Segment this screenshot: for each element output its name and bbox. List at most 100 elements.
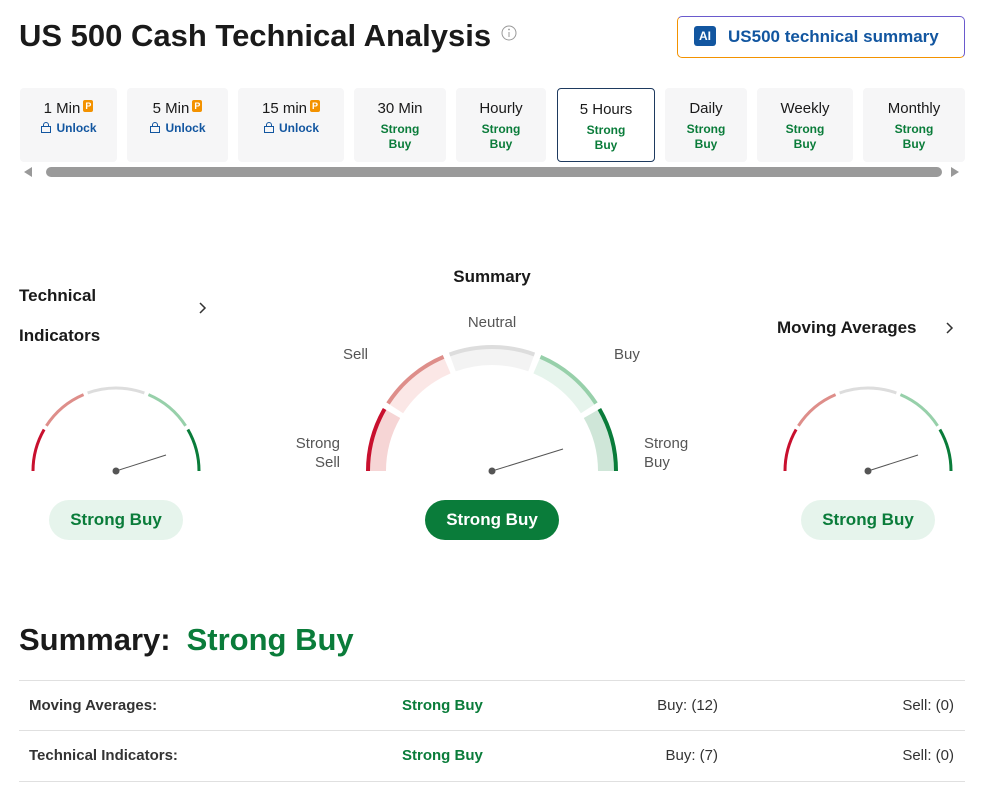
- tab-label-text: Weekly: [780, 100, 830, 117]
- gauges: [31, 345, 953, 475]
- tab-label: 5 Hours: [558, 101, 654, 118]
- tab-label: Monthly: [863, 100, 965, 117]
- page-title: US 500 Cash Technical Analysis: [19, 18, 492, 53]
- timeframe-tab[interactable]: Daily Strong Buy: [665, 88, 747, 162]
- tab-status-text: Strong Buy: [686, 122, 726, 151]
- lock-body: [263, 126, 274, 133]
- gauge-title: Summary: [453, 267, 531, 286]
- table-row: Technical Indicators: Strong Buy Buy: (7…: [19, 730, 965, 782]
- timeframe-tab[interactable]: 1 Min P Unlock: [20, 88, 117, 162]
- gauge-pivot: [864, 467, 872, 475]
- cell: Technical Indicators:: [29, 747, 178, 764]
- tab-label-text: Daily: [689, 100, 723, 117]
- tab-status-text: Unlock: [56, 121, 97, 135]
- tab-status: Strong Buy: [681, 122, 731, 152]
- timeframe-tab[interactable]: 15 min P Unlock: [238, 88, 344, 162]
- tab-label: Weekly: [757, 100, 853, 117]
- tab-label-text: 15 min: [261, 100, 308, 117]
- tab-label-text: 5 Hours: [579, 101, 633, 118]
- ai-summary-button[interactable]: AI US500 technical summary: [677, 16, 965, 58]
- gauge-label: Strong Buy: [644, 435, 689, 471]
- lock-shackle: [43, 122, 50, 127]
- tab-label: 30 Min: [354, 100, 446, 117]
- pro-badge: P: [83, 100, 94, 112]
- tab-label-text: 5 Min: [152, 100, 190, 117]
- pro-badge: P: [192, 100, 203, 112]
- gauge-result: Strong Buy: [425, 500, 559, 540]
- gauge-pivot: [112, 467, 120, 475]
- lock-shackle: [152, 122, 159, 127]
- gauge-result: Strong Buy: [49, 500, 183, 540]
- gauge-title[interactable]: Technical Indicators: [19, 286, 101, 345]
- chevron[interactable]: [196, 300, 210, 316]
- timeframe-tab[interactable]: 5 Hours Strong Buy: [557, 88, 655, 162]
- cell: Sell: (0): [902, 747, 954, 764]
- gauge-label: Neutral: [467, 314, 517, 331]
- timeframe-tab[interactable]: 30 Min Strong Buy: [354, 88, 446, 162]
- gauge-result: Strong Buy: [801, 500, 935, 540]
- tab-status: Unlock: [20, 121, 117, 136]
- gauge-arc: [45, 393, 85, 427]
- gauge-title[interactable]: Moving Averages: [777, 318, 917, 337]
- cell: Moving Averages:: [29, 697, 158, 714]
- chevron[interactable]: [943, 320, 957, 336]
- gauge-arc: [31, 428, 46, 472]
- gauge-arc: [839, 386, 897, 395]
- tab-label: 15 min P: [238, 100, 344, 117]
- gauge-arc: [539, 355, 598, 405]
- cell: Strong Buy: [402, 697, 483, 714]
- lock-body: [41, 126, 52, 133]
- summary-value: Strong Buy: [186, 622, 354, 657]
- tab-label: 1 Min P: [20, 100, 117, 117]
- tab-status-text: Unlock: [278, 121, 319, 135]
- gauge-arc: [147, 393, 187, 427]
- tab-status: Strong Buy: [780, 122, 830, 152]
- gauge-arc: [87, 386, 145, 395]
- tab-label: 5 Min P: [127, 100, 228, 117]
- gauge-pivot: [488, 467, 496, 475]
- tab-label: Hourly: [456, 100, 546, 117]
- tab-label-text: 30 Min: [377, 100, 423, 117]
- gauge-arc: [938, 428, 953, 472]
- tab-status-text: Strong Buy: [380, 122, 420, 151]
- gauge-arc: [597, 408, 618, 472]
- gauge-arc: [797, 393, 837, 427]
- lock-icon: [41, 122, 52, 133]
- timeframe-tab[interactable]: Weekly Strong Buy: [757, 88, 853, 162]
- table-row: Moving Averages: Strong Buy Buy: (12) Se…: [19, 680, 965, 731]
- tab-status-text: Unlock: [165, 121, 206, 135]
- info-icon[interactable]: [500, 24, 518, 42]
- gauge-needle: [115, 454, 167, 472]
- scrollbar[interactable]: [0, 162, 991, 184]
- lock-icon: [263, 122, 274, 133]
- tab-status: Unlock: [238, 121, 344, 136]
- tab-label-text: 1 Min: [43, 100, 81, 117]
- tab-status: Unlock: [127, 121, 228, 136]
- gauge-arc: [366, 408, 387, 472]
- timeframe-tab[interactable]: Hourly Strong Buy: [456, 88, 546, 162]
- cell: Buy: (12): [657, 697, 718, 714]
- tab-status-text: Strong Buy: [894, 122, 934, 151]
- ai-badge: AI: [694, 26, 716, 46]
- tab-status: Strong Buy: [581, 123, 631, 153]
- gauge-band: [449, 347, 535, 372]
- gauge-band: [388, 356, 451, 414]
- tab-status-text: Strong Buy: [785, 122, 825, 151]
- summary-label: Summary:: [19, 622, 171, 657]
- tab-status: Strong Buy: [375, 122, 425, 152]
- gauge-label: Strong Sell: [295, 435, 340, 471]
- tab-label-text: Monthly: [887, 100, 941, 117]
- cell: Sell: (0): [902, 697, 954, 714]
- gauge-arc: [448, 345, 536, 357]
- timeframe-tab[interactable]: Monthly Strong Buy: [863, 88, 965, 162]
- gauge-arc: [386, 355, 445, 405]
- lock-icon: [150, 122, 161, 133]
- gauge-arc: [783, 428, 798, 472]
- lock-body: [150, 126, 161, 133]
- gauge-band: [368, 409, 401, 472]
- cell: Strong Buy: [402, 747, 483, 764]
- gauge-label: Sell: [343, 346, 369, 363]
- timeframe-tab[interactable]: 5 Min P Unlock: [127, 88, 228, 162]
- tab-label: Daily: [665, 100, 747, 117]
